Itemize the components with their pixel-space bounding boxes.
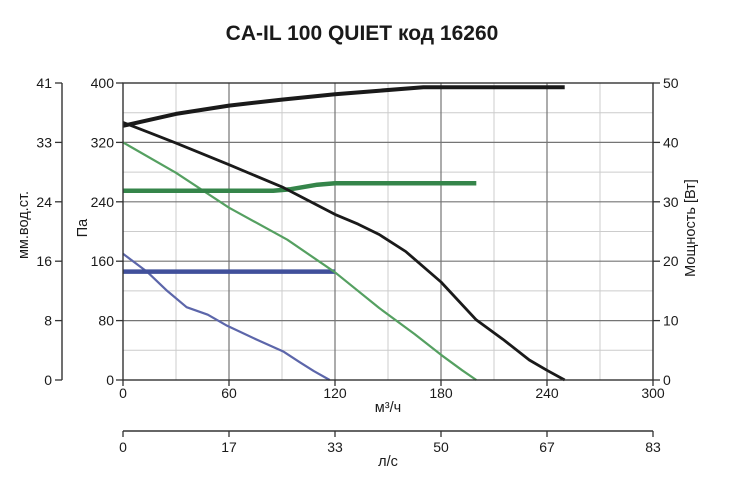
x-tick-label: 60	[221, 385, 237, 401]
x-tick-label: 180	[429, 385, 453, 401]
x-tick-label: 240	[535, 385, 559, 401]
mm-tick-label: 8	[44, 313, 52, 329]
y-axis-pa-label: Па	[75, 218, 91, 237]
power-tick-label: 40	[663, 134, 679, 150]
power-tick-label: 0	[663, 372, 671, 388]
power-tick-label: 30	[663, 194, 679, 210]
mm-tick-label: 16	[36, 253, 52, 269]
power-tick-label: 50	[663, 75, 679, 91]
power-tick-label: 20	[663, 253, 679, 269]
x-tick-label: 300	[641, 385, 665, 401]
power-curve-black	[122, 85, 565, 128]
working-line-speed2-green	[123, 180, 477, 193]
pa-tick-label: 400	[91, 75, 115, 91]
y-axis-mm-label: мм.вод.ст.	[16, 191, 32, 259]
pa-tick-label: 320	[91, 134, 115, 150]
chart-title: CA-IL 100 QUIET код 16260	[226, 22, 499, 45]
plot-border	[122, 82, 654, 381]
ls-tick-label: 67	[539, 439, 555, 455]
x-tick-label: 0	[119, 385, 127, 401]
ls-tick-label: 50	[433, 439, 449, 455]
pa-tick-label: 160	[91, 253, 115, 269]
pressure-curve-speed1-blue	[122, 252, 331, 381]
power-tick-label: 10	[663, 313, 679, 329]
pa-tick-label: 0	[106, 372, 114, 388]
pa-tick-label: 240	[91, 194, 115, 210]
y-axis-power-label: Мощность [Вт]	[683, 179, 699, 277]
ls-tick-label: 33	[327, 439, 343, 455]
pressure-curve-max-black	[122, 121, 566, 382]
ls-tick-label: 17	[221, 439, 237, 455]
mm-tick-label: 24	[36, 194, 52, 210]
x-tick-label: 120	[323, 385, 347, 401]
mm-tick-label: 33	[36, 134, 52, 150]
pa-tick-label: 80	[98, 313, 114, 329]
x-axis-m3h-label: м³/ч	[375, 400, 401, 416]
ls-tick-label: 0	[119, 439, 127, 455]
plot-area: 0 60 120 180 240 3000801602403204000102030405…	[36, 75, 678, 455]
x-axis-ls-label: л/с	[378, 454, 398, 470]
ls-tick-label: 83	[645, 439, 661, 455]
mm-tick-label: 0	[44, 372, 52, 388]
mm-tick-label: 41	[36, 75, 52, 91]
